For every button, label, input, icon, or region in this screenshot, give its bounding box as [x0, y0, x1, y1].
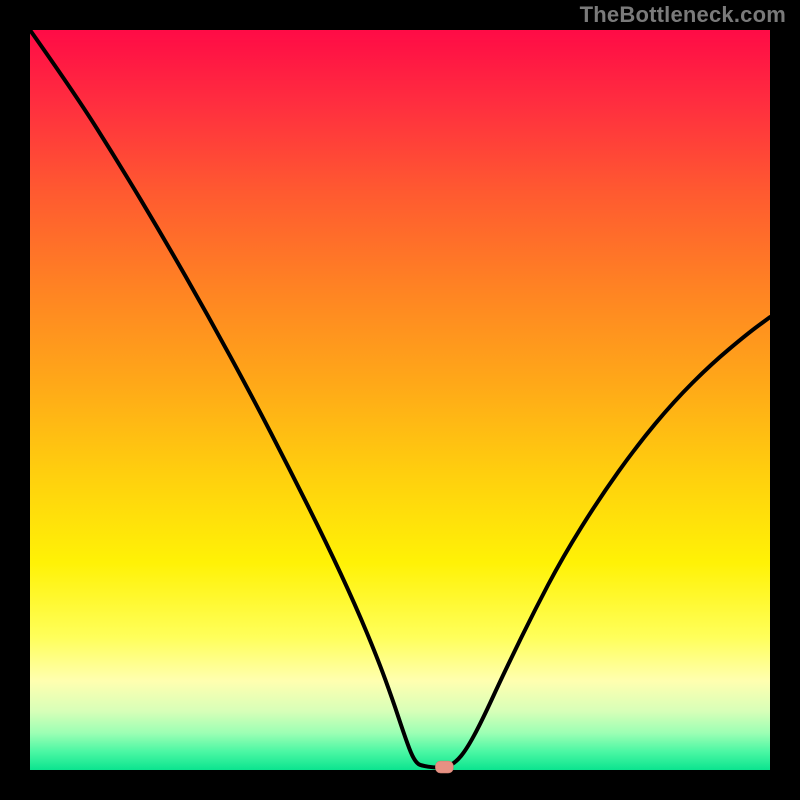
- watermark-label: TheBottleneck.com: [580, 2, 786, 28]
- bottleneck-chart-svg: [0, 0, 800, 800]
- gradient-background: [30, 30, 770, 770]
- chart-canvas: TheBottleneck.com: [0, 0, 800, 800]
- optimal-point-marker: [435, 761, 453, 773]
